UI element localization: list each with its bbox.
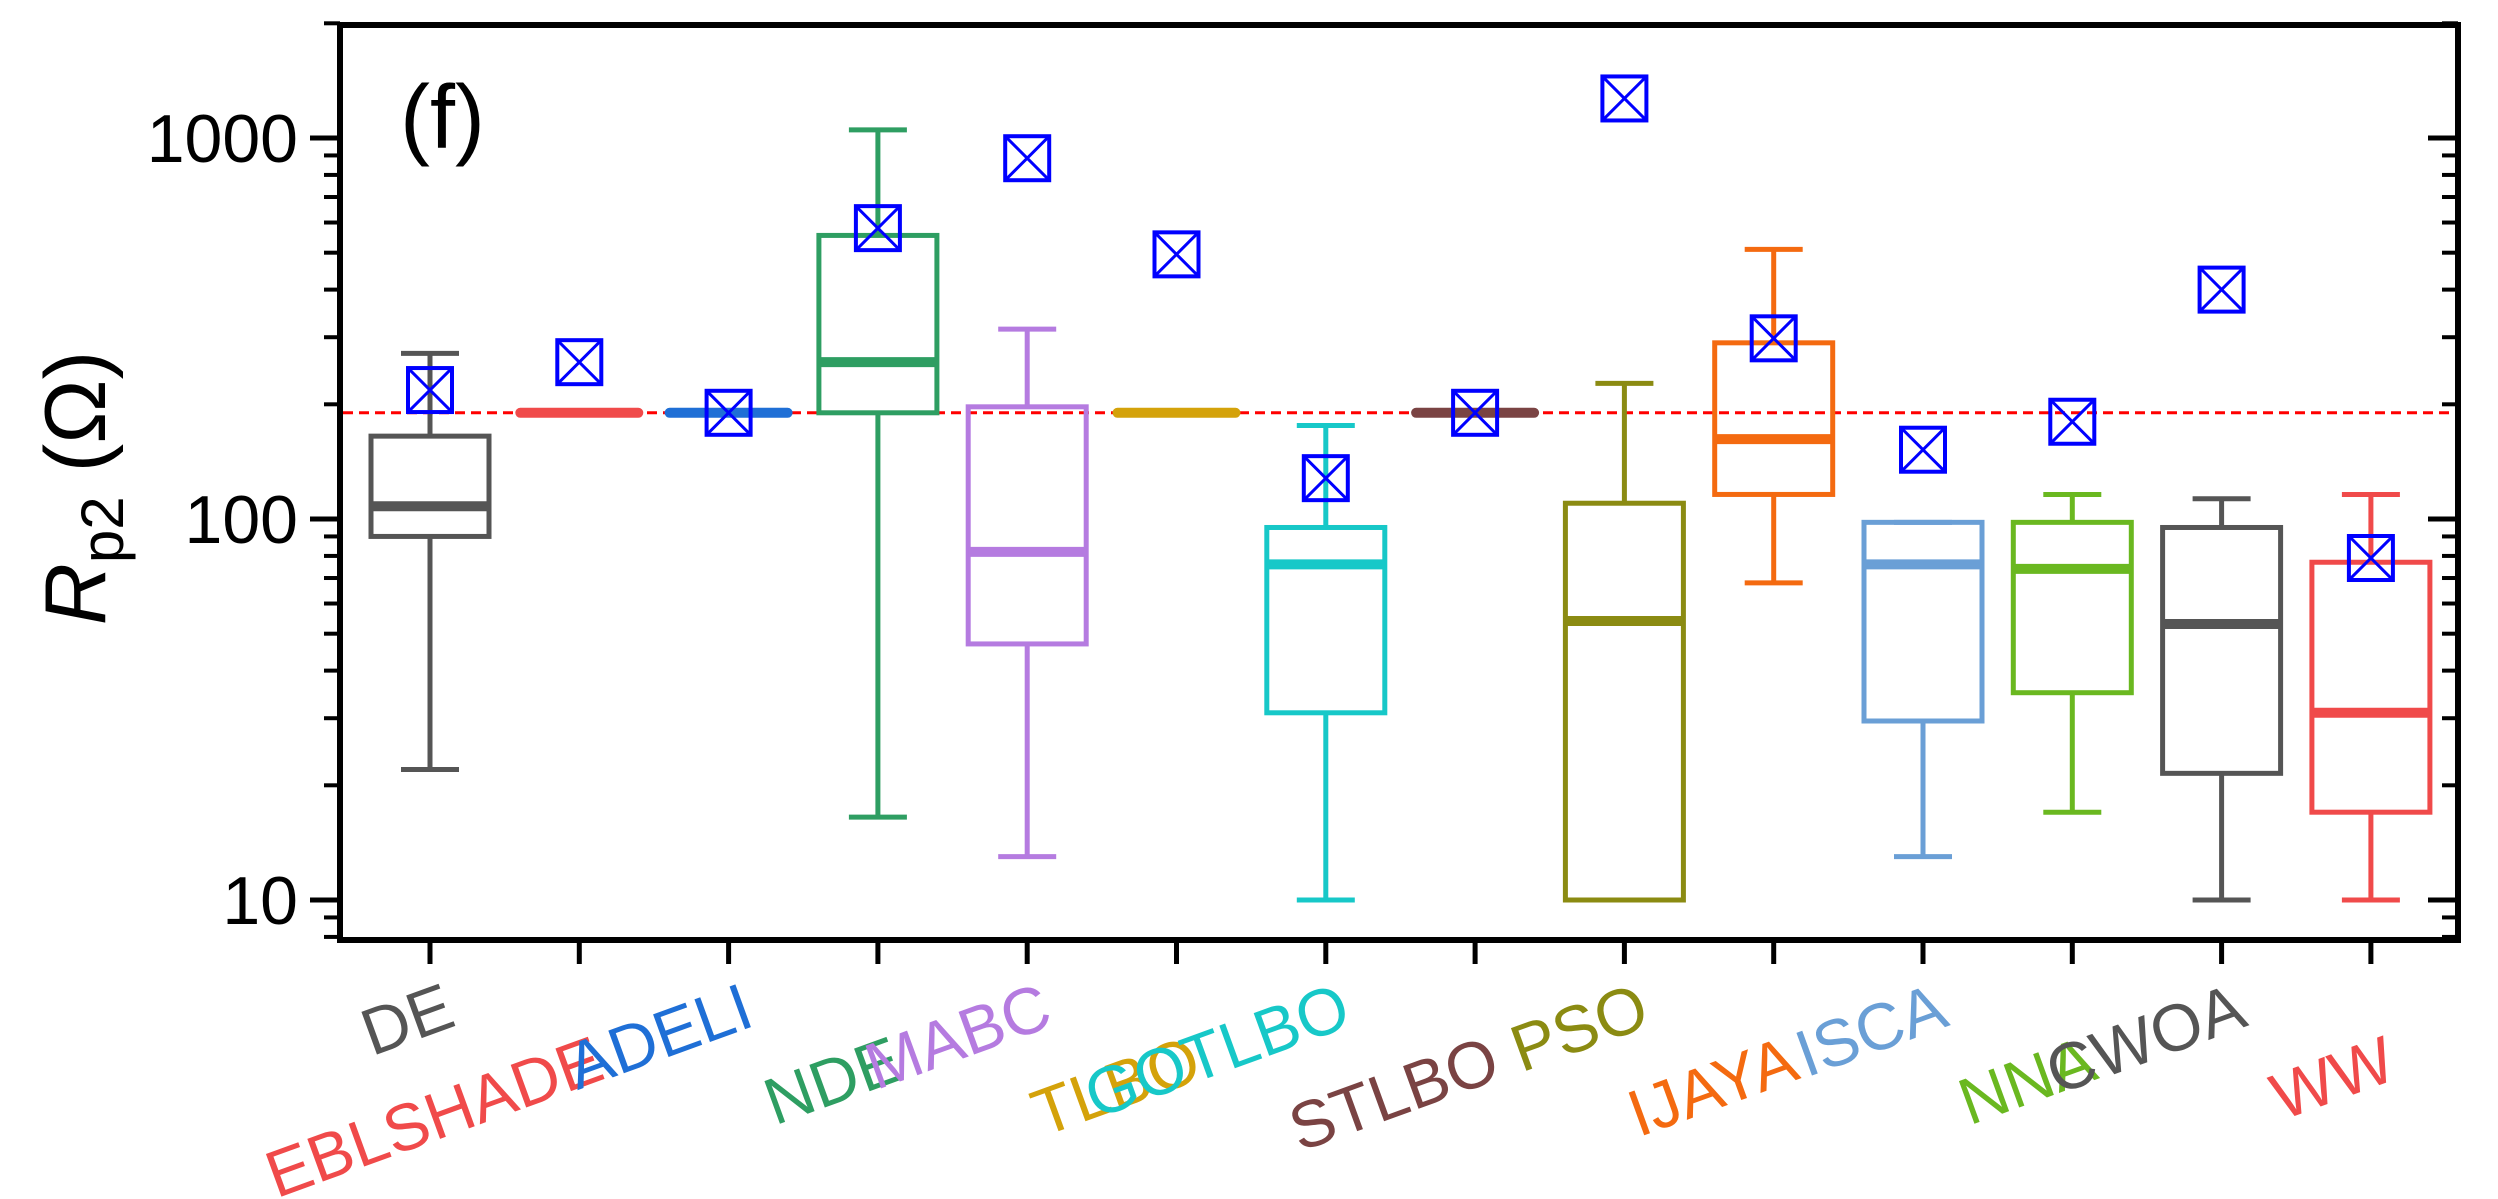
y-tick-label: 100 — [185, 482, 298, 558]
y-axis-title-main: R — [28, 563, 124, 625]
box-isca — [1861, 519, 1985, 860]
panel-label: (f) — [400, 68, 485, 168]
mean-marker-eblshade — [555, 338, 604, 387]
mean-marker-cross — [1601, 75, 1648, 122]
mean-marker-layer — [406, 74, 2395, 583]
y-axis-title: Rp2 (Ω) — [28, 351, 136, 625]
mean-marker-ww — [2346, 534, 2395, 583]
mean-marker-ijaya — [1749, 314, 1798, 363]
mean-marker-square — [1749, 314, 1798, 363]
box-nde — [816, 127, 940, 820]
mean-marker-square — [704, 388, 753, 437]
y-axis-title-unit: (Ω) — [28, 351, 124, 473]
mean-marker-cross — [1153, 231, 1200, 278]
mean-marker-cross — [1750, 315, 1797, 362]
mean-marker-square — [853, 204, 902, 253]
box-ww — [2309, 491, 2433, 903]
plot-frame — [337, 22, 2461, 943]
mean-marker-cross — [854, 205, 901, 252]
mean-marker-cross — [1302, 455, 1349, 502]
box-gotlbo — [1264, 422, 1388, 903]
box-cwoa — [2160, 496, 2284, 903]
mean-marker-stlbo — [1451, 388, 1500, 437]
mean-marker-square — [1451, 388, 1500, 437]
box-mabc — [965, 326, 1089, 860]
mean-marker-square — [1003, 134, 1052, 183]
mean-marker-cross — [1004, 135, 1051, 182]
mean-marker-square — [2346, 534, 2395, 583]
mean-marker-cross — [2049, 398, 2096, 445]
mean-marker-square — [2197, 265, 2246, 314]
mean-marker-square — [1600, 74, 1649, 123]
mean-marker-tlbo — [1152, 230, 1201, 279]
mean-marker-de — [406, 366, 454, 415]
mean-marker-cross — [406, 366, 454, 414]
interquartile-box — [1861, 519, 1985, 724]
mean-marker-cross — [2347, 534, 2394, 582]
mean-marker-square — [2048, 397, 2097, 446]
interquartile-box — [368, 433, 492, 539]
box-layer — [368, 127, 2433, 903]
y-axis-major-ticks — [310, 135, 2458, 903]
interquartile-box — [965, 404, 1089, 647]
mean-marker-square — [555, 338, 604, 387]
mean-marker-cross — [556, 339, 603, 386]
y-tick-label: 1000 — [147, 101, 298, 177]
interquartile-box — [816, 232, 940, 416]
mean-marker-square — [1301, 454, 1350, 503]
box-ijaya — [1712, 246, 1836, 586]
interquartile-box — [1562, 500, 1686, 903]
box-pso — [1562, 380, 1686, 903]
y-tick-label: 10 — [222, 863, 298, 939]
mean-marker-square — [1152, 230, 1201, 279]
mean-marker-mabc — [1003, 134, 1052, 183]
interquartile-box — [2010, 519, 2134, 696]
mean-marker-nna — [2048, 397, 2097, 446]
mean-marker-adeli — [704, 388, 753, 437]
mean-marker-gotlbo — [1301, 454, 1350, 503]
mean-marker-cwoa — [2197, 265, 2246, 314]
mean-marker-isca — [1899, 425, 1947, 474]
interquartile-box — [2160, 524, 2284, 776]
x-axis-ticks — [427, 940, 2374, 964]
mean-marker-cross — [2198, 266, 2245, 313]
mean-marker-cross — [1452, 389, 1499, 436]
mean-marker-cross — [1899, 426, 1947, 473]
y-axis-tick-labels: 10 100 1000 — [147, 101, 298, 939]
mean-marker-square — [406, 366, 454, 415]
box-nna — [2010, 491, 2134, 815]
box-de — [368, 350, 492, 773]
interquartile-box — [1264, 524, 1388, 716]
interquartile-box — [2309, 559, 2433, 815]
y-axis-title-subscript: p2 — [69, 496, 136, 563]
mean-marker-square — [1899, 425, 1947, 474]
interquartile-box — [1712, 340, 1836, 497]
mean-marker-pso — [1600, 74, 1649, 123]
mean-marker-cross — [705, 389, 752, 436]
mean-marker-nde — [853, 204, 902, 253]
